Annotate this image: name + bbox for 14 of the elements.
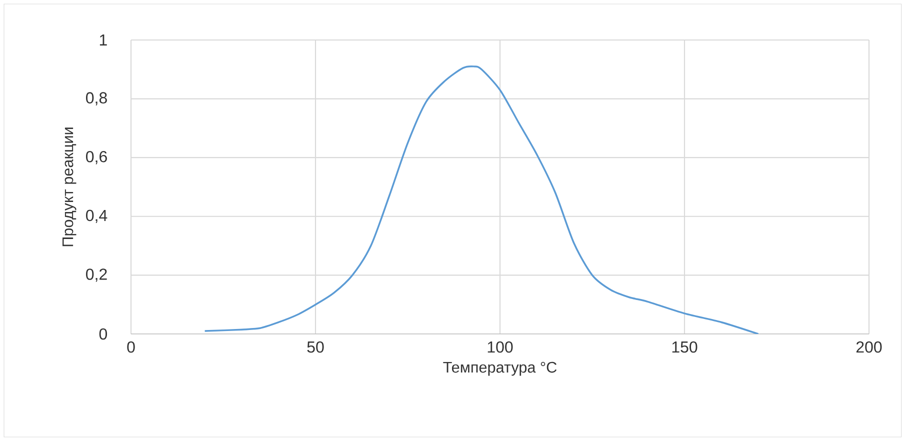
y-tick-label: 1 (100, 34, 107, 46)
x-tick-label: 0 (127, 341, 135, 353)
y-tick-label: 0,8 (86, 92, 107, 106)
x-tick-label: 100 (488, 341, 513, 353)
y-tick-label: 0,2 (86, 268, 107, 282)
y-tick-label: 0,4 (86, 210, 108, 223)
y-tick-label: 0 (99, 328, 108, 340)
x-axis-title: Температура °C (443, 362, 557, 376)
y-tick-label: 0,6 (86, 150, 107, 164)
y-axis-title: Продукт реакции (62, 128, 76, 246)
x-tick-label: 50 (307, 341, 324, 353)
line-series (204, 66, 760, 334)
x-tick-label: 150 (672, 341, 698, 353)
x-tick-label: 200 (856, 341, 882, 353)
